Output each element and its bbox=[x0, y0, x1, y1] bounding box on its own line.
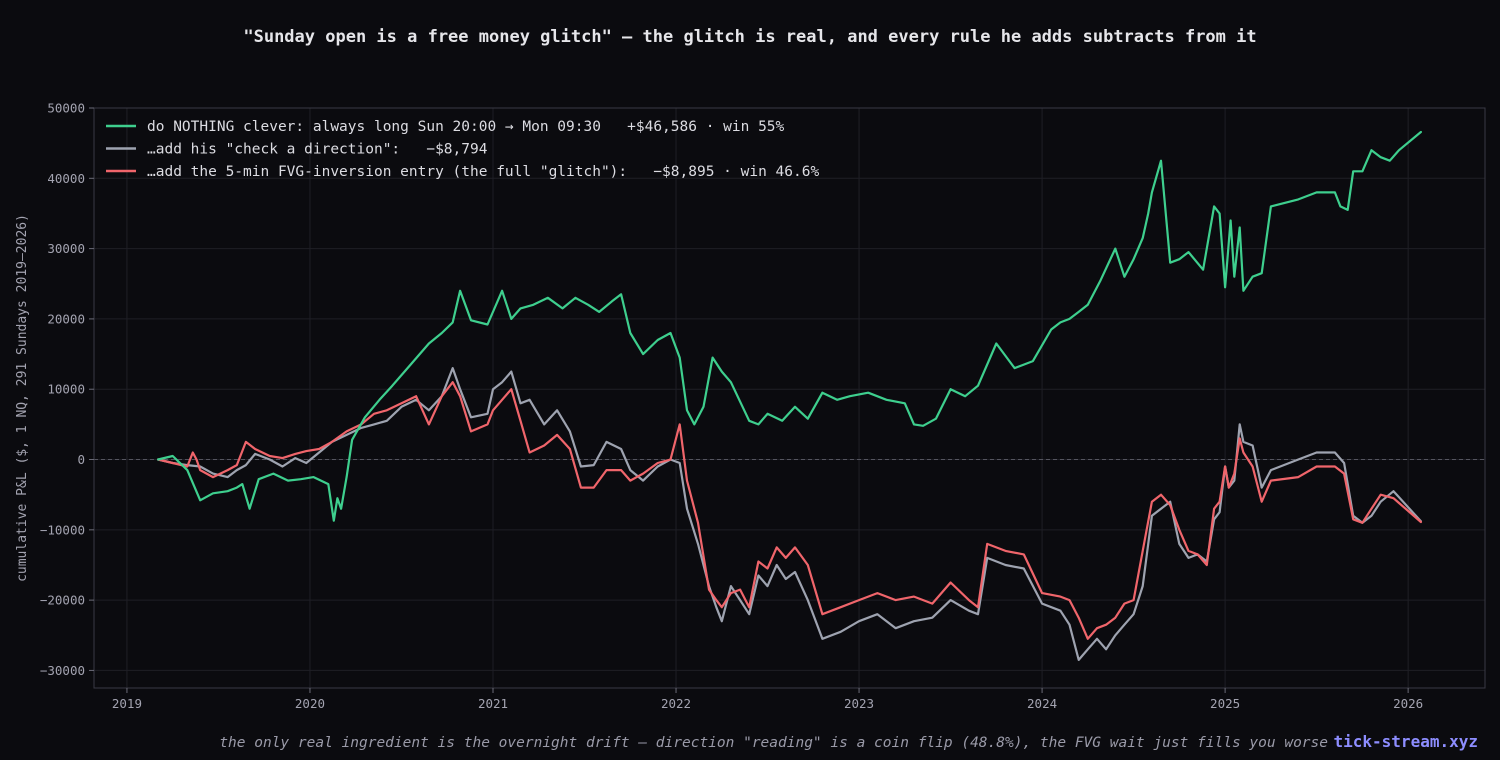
x-tick-label: 2020 bbox=[295, 696, 325, 711]
legend-label: …add his "check a direction": −$8,794 bbox=[147, 142, 488, 158]
legend-label: …add the 5-min FVG-inversion entry (the … bbox=[147, 164, 819, 180]
y-tick-label: 10000 bbox=[47, 382, 85, 397]
plot-frame bbox=[93, 107, 1486, 689]
series-line-3 bbox=[157, 381, 1423, 640]
legend: do NOTHING clever: always long Sun 20:00… bbox=[106, 119, 819, 180]
x-tick-label: 2022 bbox=[661, 696, 691, 711]
y-axis: −30000 −20000 −10000 0 10000 20000 30000 40000 5… bbox=[40, 101, 94, 678]
y-tick-label: −30000 bbox=[40, 663, 85, 678]
x-tick-label: 2024 bbox=[1027, 696, 1057, 711]
x-axis: 2019 2020 2021 2022 2023 2024 2025 2026 bbox=[112, 688, 1423, 711]
series-lines bbox=[157, 130, 1423, 662]
brand-link[interactable]: tick-stream.xyz bbox=[1333, 732, 1479, 751]
footer-note: the only real ingredient is the overnigh… bbox=[219, 735, 1328, 751]
series-line-1 bbox=[157, 130, 1423, 522]
x-tick-label: 2019 bbox=[112, 696, 142, 711]
y-tick-label: 30000 bbox=[47, 241, 85, 256]
x-tick-label: 2021 bbox=[478, 696, 508, 711]
x-tick-label: 2026 bbox=[1393, 696, 1423, 711]
x-tick-label: 2025 bbox=[1210, 696, 1240, 711]
chart-title: "Sunday open is a free money glitch" — t… bbox=[243, 27, 1257, 47]
series-line-2 bbox=[157, 367, 1423, 662]
y-tick-label: 20000 bbox=[47, 311, 85, 326]
y-tick-label: −20000 bbox=[40, 593, 85, 608]
y-tick-label: −10000 bbox=[40, 522, 85, 537]
legend-label: do NOTHING clever: always long Sun 20:00… bbox=[147, 119, 785, 135]
grid-lines bbox=[94, 107, 1485, 688]
y-axis-label: cumulative P&L ($, 1 NQ, 291 Sundays 201… bbox=[15, 214, 30, 582]
x-tick-label: 2023 bbox=[844, 696, 874, 711]
y-tick-label: 50000 bbox=[47, 101, 85, 116]
y-tick-label: 40000 bbox=[47, 171, 85, 186]
y-tick-label: 0 bbox=[77, 452, 85, 467]
